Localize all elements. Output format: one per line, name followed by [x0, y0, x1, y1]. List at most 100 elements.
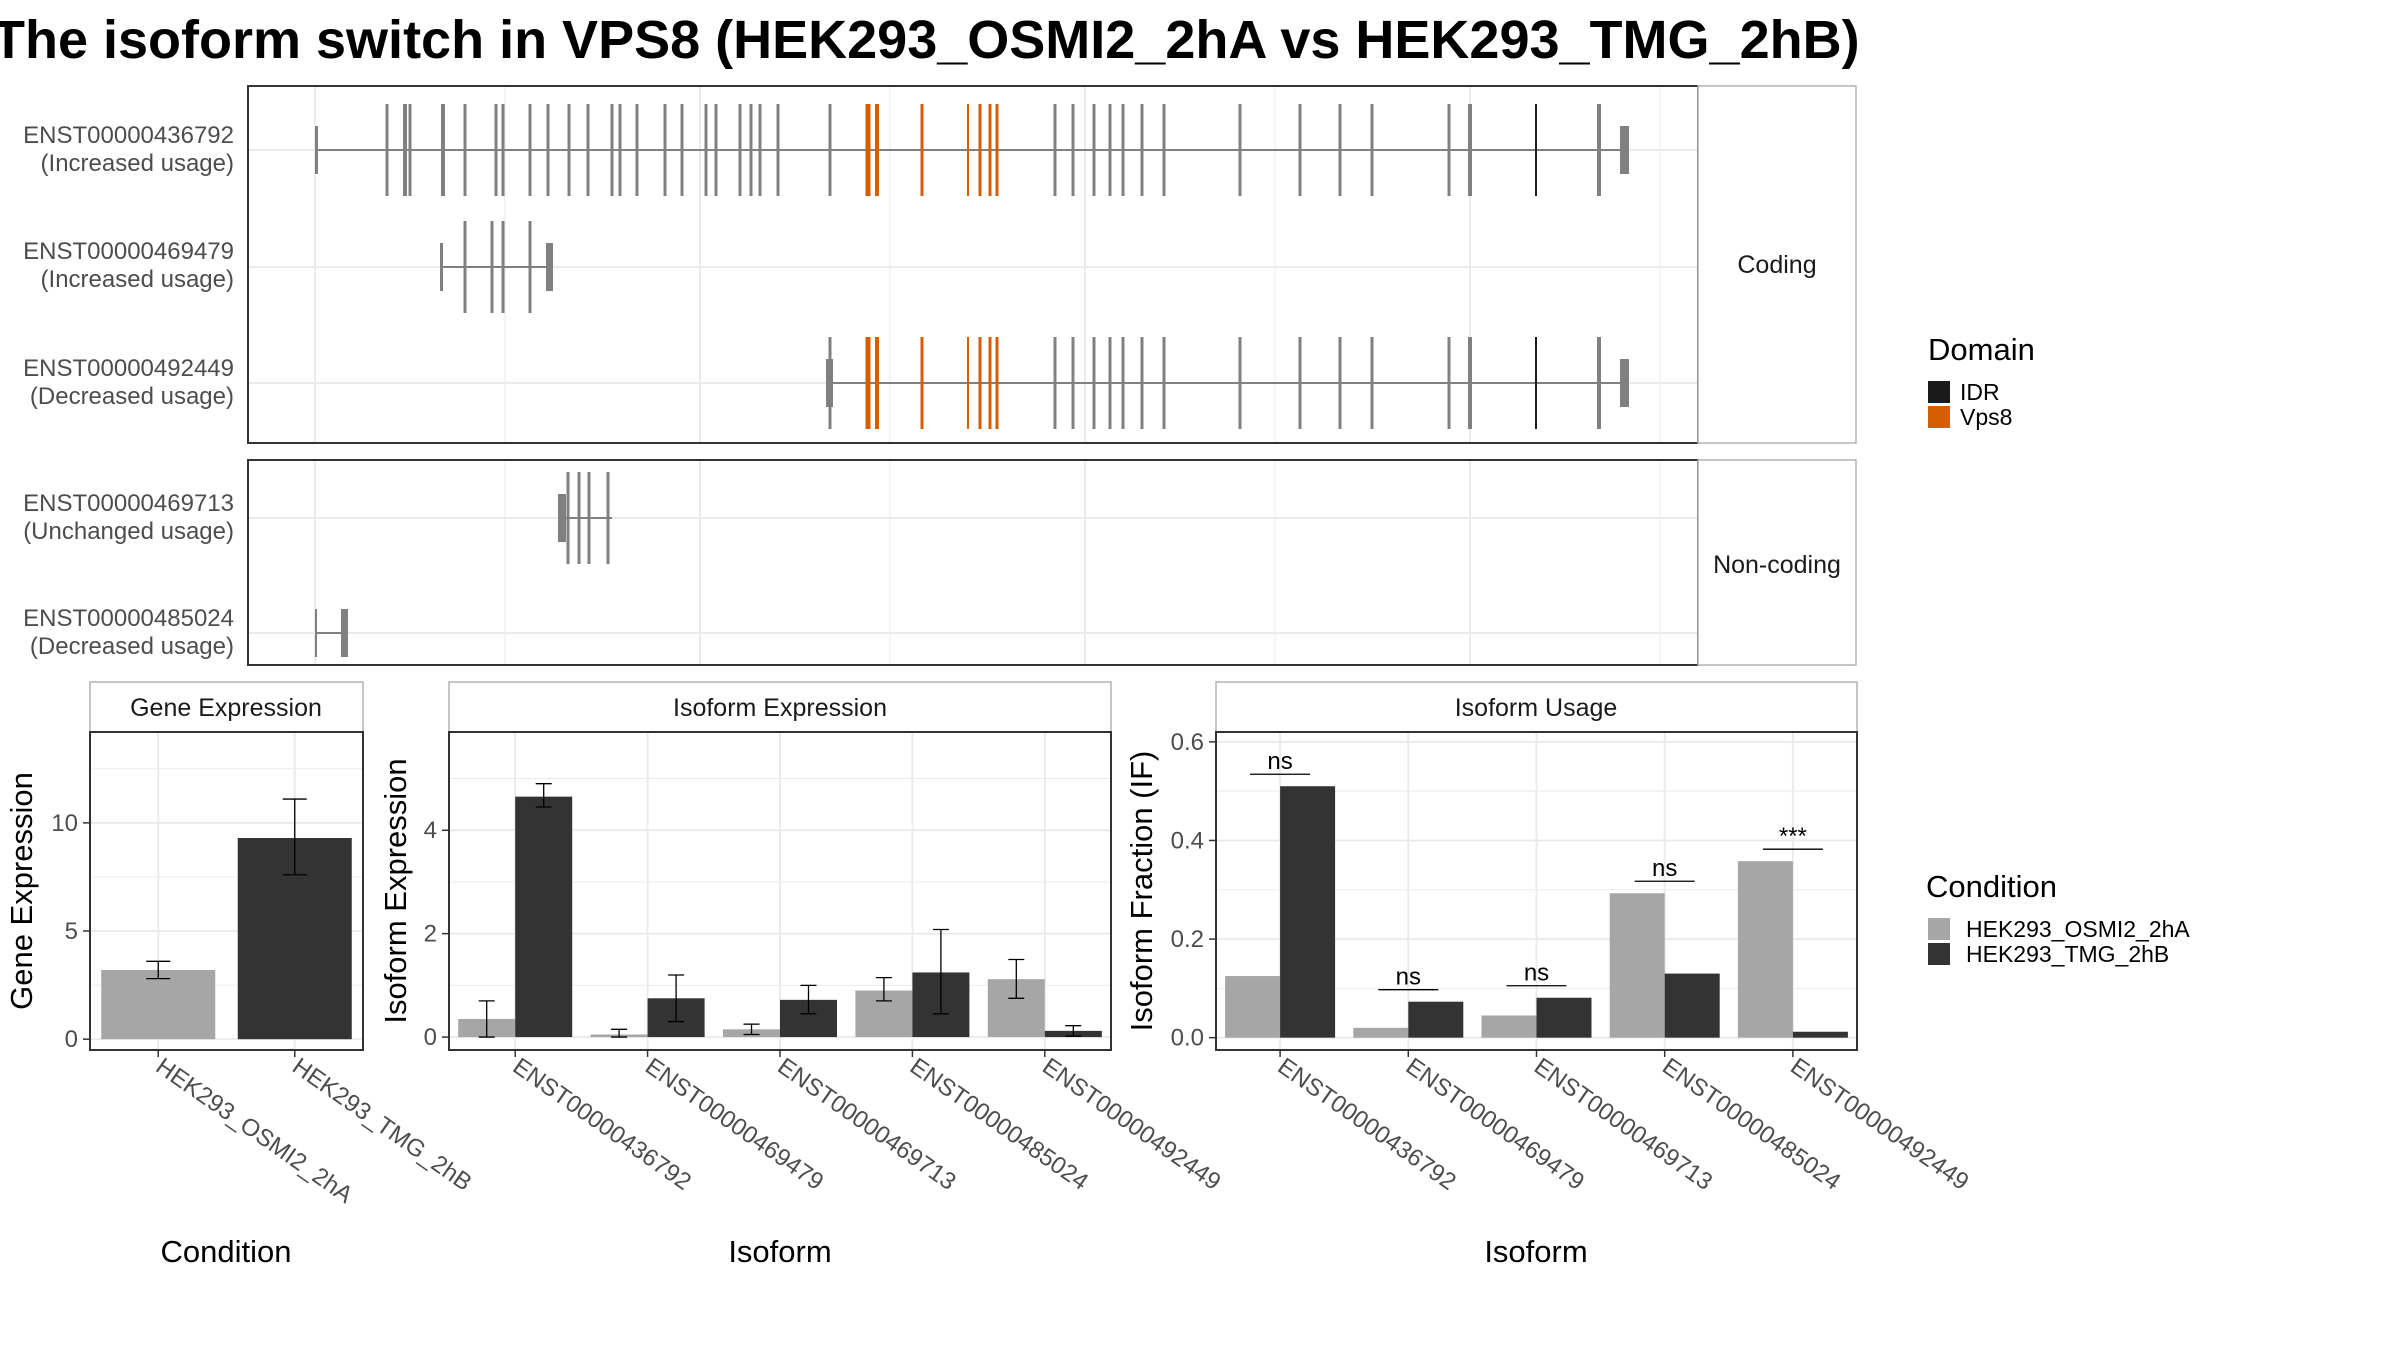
y-tick-label: 10 [51, 810, 78, 837]
y-tick-label: 0 [424, 1024, 437, 1051]
transcript-structure-panel: Coding Non-coding ENST00000436792 (Incre… [23, 85, 1857, 666]
exon [1092, 104, 1096, 196]
exon [680, 104, 684, 196]
condition-legend-title: Condition [1926, 869, 2057, 904]
bar [1225, 976, 1281, 1038]
isoform-expression-panel: Isoform Expression 024ENST00000436792ENS… [378, 681, 1226, 1269]
exon [618, 104, 622, 196]
exon [1447, 337, 1451, 429]
y-tick-label: 4 [424, 817, 437, 844]
isoform-expression-strip [448, 681, 1112, 733]
y-tick-label: 0.4 [1171, 827, 1204, 854]
utr-exon [315, 126, 318, 174]
isoform-usage-y-title: Isoform Fraction (IF) [1124, 751, 1159, 1032]
exon [1121, 337, 1125, 429]
exon [1298, 104, 1302, 196]
vps8-domain-exon [920, 104, 924, 196]
utr-exon [826, 359, 833, 407]
exon [501, 221, 505, 313]
exon [1108, 104, 1112, 196]
exon [1338, 104, 1342, 196]
exon [1140, 337, 1144, 429]
y-tick-label: 0.0 [1171, 1025, 1204, 1052]
vps8-domain-exon [875, 104, 879, 196]
idr-legend-label: IDR [1960, 379, 2000, 405]
isoform-expression-x-title: Isoform [728, 1234, 831, 1269]
isoform-usage-plot-border [1215, 731, 1858, 1051]
exon [463, 221, 467, 313]
vps8-legend-label: Vps8 [1960, 404, 2012, 430]
transcript-id-label: ENST00000485024 [23, 605, 234, 632]
y-tick-label: 0.6 [1171, 729, 1204, 756]
condition-legend: Condition HEK293_OSMI2_2hA HEK293_TMG_2h… [1926, 869, 2190, 967]
y-tick-label: 2 [424, 921, 437, 948]
exon [1092, 337, 1096, 429]
vps8-domain-exon [865, 104, 871, 196]
utr-exon [315, 609, 317, 657]
exon [441, 104, 445, 196]
exon [501, 104, 505, 196]
gene-expression-plot-border [89, 731, 364, 1051]
exon [566, 472, 570, 564]
exon [1108, 337, 1112, 429]
domain-legend-title: Domain [1928, 332, 2035, 367]
bar [515, 796, 573, 1038]
exon [1071, 104, 1075, 196]
idr-domain-exon [1535, 337, 1537, 429]
noncoding-panel-border [247, 459, 1699, 666]
isoform-expression-strip-label: Isoform Expression [673, 694, 887, 722]
exon [738, 104, 742, 196]
exon [714, 104, 718, 196]
vps8-domain-exon [978, 337, 982, 429]
exon [1053, 104, 1057, 196]
exon [1597, 104, 1601, 196]
vps8-legend-swatch [1928, 406, 1950, 428]
exon [586, 104, 590, 196]
exon [606, 472, 610, 564]
gene-expression-strip-label: Gene Expression [130, 694, 322, 722]
exon [403, 104, 407, 196]
transcript-id-label: ENST00000436792 [23, 122, 234, 149]
exon [385, 104, 389, 196]
exon [1370, 337, 1374, 429]
utr-exon [1620, 126, 1629, 174]
gene-expression-x-title: Condition [161, 1234, 292, 1269]
transcript-usage-label: (Increased usage) [41, 266, 234, 293]
osmi2-legend-label: HEK293_OSMI2_2hA [1966, 916, 2190, 942]
transcript-id-label: ENST00000492449 [23, 355, 234, 382]
exon [1597, 337, 1601, 429]
noncoding-strip [1697, 459, 1857, 666]
utr-exon [440, 243, 443, 291]
bar [1737, 861, 1793, 1038]
exon [1370, 104, 1374, 196]
exon [528, 104, 532, 196]
transcript-usage-label: (Decreased usage) [30, 633, 234, 660]
vps8-domain-exon [995, 104, 999, 196]
exon [828, 104, 832, 196]
vps8-domain-exon [920, 337, 924, 429]
vps8-domain-exon [865, 337, 871, 429]
exon [490, 221, 494, 313]
bar [1353, 1027, 1409, 1038]
transcript-usage-label: (Decreased usage) [30, 383, 234, 410]
transcript-usage-label: (Unchanged usage) [23, 518, 234, 545]
y-tick-label: 0 [65, 1026, 78, 1053]
tmg-legend-label: HEK293_TMG_2hB [1966, 941, 2169, 967]
isoform-usage-x-title: Isoform [1484, 1234, 1587, 1269]
y-tick-label: 5 [65, 918, 78, 945]
exon [1053, 337, 1057, 429]
transcript-usage-label: (Increased usage) [41, 150, 234, 177]
exon [1468, 337, 1472, 429]
noncoding-strip-label: Non-coding [1713, 551, 1841, 579]
isoform-expression-y-title: Isoform Expression [378, 758, 413, 1023]
vps8-domain-exon [988, 337, 992, 429]
exon [528, 221, 532, 313]
isoform-usage-strip [1215, 681, 1858, 733]
bar [101, 969, 216, 1040]
exon [546, 104, 550, 196]
exon [577, 472, 581, 564]
exon [610, 104, 614, 196]
significance-label: ns [1396, 964, 1421, 991]
exon [776, 104, 780, 196]
